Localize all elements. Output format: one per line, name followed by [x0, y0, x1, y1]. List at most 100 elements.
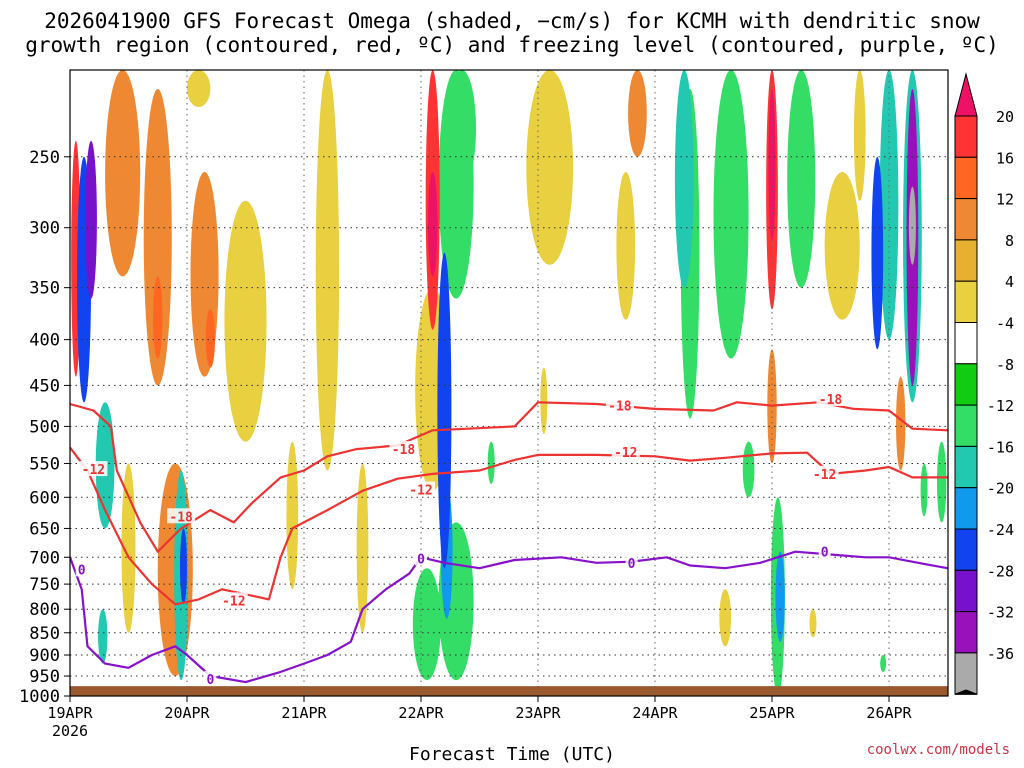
contour-line-dgz-12 [70, 446, 948, 606]
omega-cell-50 [437, 252, 452, 569]
y-tick-label-900: 900 [29, 646, 60, 666]
x-tick-label-19APR: 19APR [47, 704, 93, 722]
colorbar-segment-4 [954, 280, 978, 324]
y-tick-label-700: 700 [29, 548, 60, 568]
colorbar-label-20: 20 [996, 108, 1014, 126]
colorbar-segment-12 [954, 611, 978, 654]
x-axis-label: Forecast Time (UTC) [409, 744, 615, 765]
omega-cell-14 [105, 70, 141, 277]
y-tick-label-1000: 1000 [19, 687, 60, 707]
omega-cell-46 [775, 551, 785, 642]
colorbar-label--24: -24 [987, 521, 1014, 539]
y-tick-label-550: 550 [29, 454, 60, 474]
ground-surface [70, 686, 948, 696]
omega-cell-35 [205, 309, 216, 368]
omega-shading-layer [71, 70, 947, 696]
colorbar-label--12: -12 [987, 397, 1014, 415]
omega-cell-2 [315, 70, 340, 471]
colorbar-top-arrow [954, 72, 978, 117]
colorbar-label--20: -20 [987, 480, 1014, 498]
omega-cell-39 [674, 70, 694, 288]
contour-label-bg-2-4 [818, 543, 831, 559]
omega-cell-28 [896, 376, 906, 471]
contour-label-2-1: 0 [206, 673, 214, 688]
colorbar-label-12: 12 [996, 191, 1014, 209]
omega-cell-34 [153, 276, 163, 359]
x-tick-label-25APR: 25APR [749, 704, 795, 722]
contour-label-bg-1-0 [79, 461, 108, 477]
chart-title-line-2: growth region (contoured, red, ºC) and f… [25, 33, 999, 57]
omega-cell-33 [487, 441, 495, 485]
omega-cell-10 [540, 367, 548, 435]
x-tick-label-26APR: 26APR [866, 704, 912, 722]
contour-label-bg-2-0 [75, 561, 88, 577]
y-tick-label-500: 500 [29, 417, 60, 437]
y-tick-label-650: 650 [29, 519, 60, 539]
colorbar-segment-7 [954, 404, 978, 447]
y-tick-label-750: 750 [29, 575, 60, 595]
contour-label-0-3: -18 [819, 393, 843, 408]
omega-cell-53 [85, 140, 97, 299]
credit-text: coolwx.com/models [866, 742, 1010, 758]
x-tick-label-24APR: 24APR [632, 704, 678, 722]
colorbar-segment-11 [954, 569, 978, 613]
x-tick-sublabel-19APR: 2026 [52, 722, 88, 740]
x-tick-label-22APR: 22APR [398, 704, 444, 722]
omega-cell-4 [526, 70, 574, 265]
contour-label-1-1: -12 [222, 594, 245, 609]
x-tick-label-23APR: 23APR [515, 704, 561, 722]
omega-cell-1 [187, 70, 211, 108]
omega-cell-8 [719, 589, 732, 647]
omega-cell-24 [713, 70, 749, 359]
omega-cell-55 [908, 186, 916, 265]
colorbar-label-16: 16 [996, 149, 1014, 167]
y-tick-label-850: 850 [29, 624, 60, 644]
omega-cell-37 [98, 609, 108, 664]
contour-label-bg-2-2 [415, 550, 427, 566]
colorbar-segment-8 [954, 445, 978, 489]
contour-label-2-4: 0 [821, 546, 829, 561]
omega-cell-22 [628, 70, 647, 157]
contour-layer: -18 -18 -18 -18 -12 -12 -12 -12 -12 0 0 0 0 0 [70, 391, 948, 688]
omega-cell-32 [880, 655, 887, 672]
contour-label-0-0: -18 [169, 510, 193, 525]
y-tick-label-250: 250 [29, 148, 60, 168]
omega-cell-52 [871, 156, 884, 350]
contour-line-freezing-0 [70, 550, 948, 684]
contour-label-2-2: 0 [417, 552, 425, 567]
omega-cell-15 [143, 88, 172, 386]
omega-cell-27 [787, 70, 816, 288]
y-tick-label-600: 600 [29, 488, 60, 508]
colorbar-label--4: -4 [996, 315, 1014, 333]
contour-label-0-1: -18 [392, 443, 416, 458]
colorbar-segment-9 [954, 487, 978, 530]
colorbar-label--28: -28 [987, 562, 1014, 580]
y-tick-label-350: 350 [29, 279, 60, 299]
colorbar-bottom-arrow [954, 689, 978, 695]
contour-label-1-4: -12 [813, 468, 836, 483]
omega-cell-5 [616, 172, 636, 320]
omega-cell-21 [412, 568, 441, 681]
contour-label-0-2: -18 [608, 400, 632, 415]
colorbar-segment-2 [954, 198, 978, 241]
omega-cell-19 [438, 70, 474, 299]
y-tick-label-450: 450 [29, 376, 60, 396]
grid-lines [69, 70, 948, 697]
chart-title-line-1: 2026041900 GFS Forecast Omega (shaded, −… [44, 9, 980, 33]
contour-label-bg-0-3 [816, 391, 845, 407]
omega-cell-31 [936, 441, 947, 523]
y-tick-label-400: 400 [29, 331, 60, 351]
contour-label-bg-2-1 [204, 670, 217, 686]
contour-label-bg-0-2 [605, 397, 634, 413]
y-axis: 2503003504004505005506006507007508008509… [19, 148, 70, 707]
x-tick-label-20APR: 20APR [164, 704, 210, 722]
colorbar-label-4: 4 [1005, 273, 1014, 291]
colorbar-segment-10 [954, 528, 978, 571]
contour-label-1-3: -12 [614, 446, 637, 461]
y-tick-label-800: 800 [29, 600, 60, 620]
contour-label-bg-1-1 [219, 592, 248, 608]
color-bar: 20 16 12 8 4 -4 -8 -12 -16 -20 -24 -28 -32 -36 [954, 72, 1014, 695]
contour-label-bg-1-2 [407, 481, 435, 497]
